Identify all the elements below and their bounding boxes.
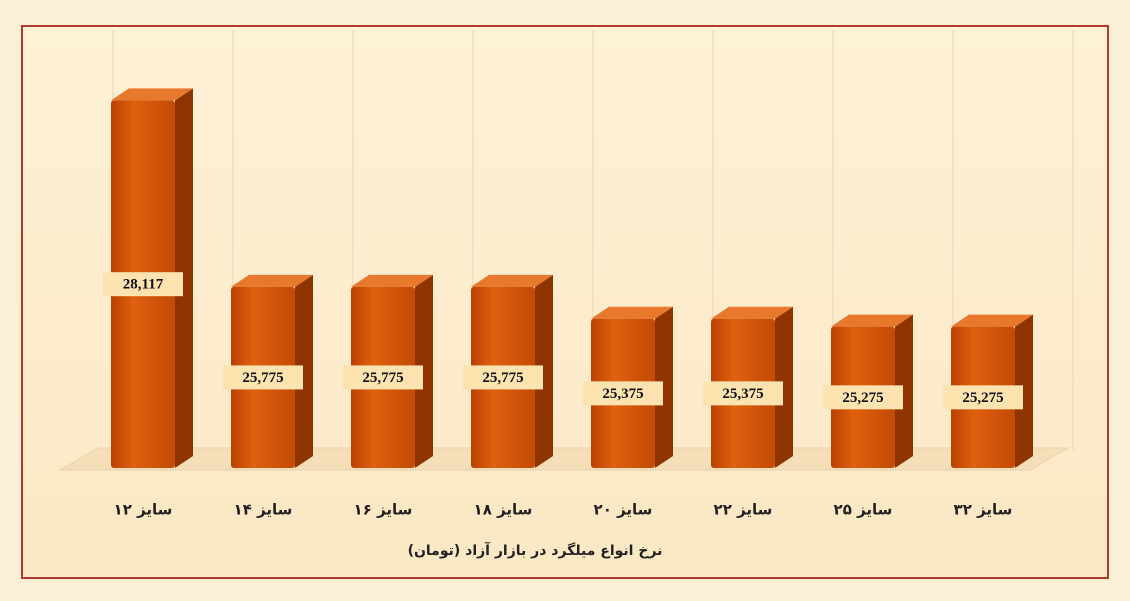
x-tick-label: سایز ۱۸: [474, 501, 533, 519]
value-label: 25,375: [602, 386, 643, 402]
value-label-box: [583, 381, 663, 406]
value-label: 25,775: [362, 370, 403, 386]
bar-side: [655, 306, 673, 468]
bar-side: [535, 274, 553, 468]
value-label-box: [103, 272, 183, 297]
bar-top: [831, 314, 913, 327]
bar-top: [951, 314, 1033, 327]
x-tick-label: سایز ۱۴: [234, 501, 293, 519]
value-label-box: [343, 365, 423, 390]
bar-group: 25,275: [943, 314, 1033, 468]
value-label: 25,375: [722, 386, 763, 402]
value-label: 25,775: [242, 370, 283, 386]
x-tick-label: سایز ۳۲: [954, 501, 1013, 519]
x-tick-label: سایز ۱۲: [114, 501, 173, 519]
bar-group: 25,275: [823, 314, 913, 468]
bar-side: [295, 274, 313, 468]
value-label: 28,117: [123, 277, 164, 293]
x-tick-label: سایز ۲۰: [594, 501, 653, 519]
bar-top: [351, 274, 433, 287]
bar-top: [471, 274, 553, 287]
bar-side: [775, 306, 793, 468]
bar-group: 25,775: [223, 274, 313, 468]
bar-top: [231, 274, 313, 287]
bar-side: [175, 88, 193, 468]
chart-title: نرخ انواع میلگرد در بازار آزاد (تومان): [408, 541, 663, 559]
bar-top: [591, 306, 673, 319]
x-tick-label: سایز ۲۵: [834, 501, 893, 519]
value-label: 25,275: [962, 390, 1003, 406]
bar-group: 25,375: [583, 306, 673, 468]
bar-group: 25,775: [343, 274, 433, 468]
bar-side: [1015, 314, 1033, 468]
floor: [58, 447, 1070, 471]
x-tick-label: سایز ۲۲: [714, 501, 773, 519]
x-tick-label: سایز ۱۶: [354, 501, 413, 519]
bar-group: 28,117: [103, 88, 193, 468]
chart-frame: [21, 25, 1109, 579]
value-label-box: [943, 385, 1023, 410]
value-label-box: [223, 365, 303, 390]
value-label: 25,775: [482, 370, 523, 386]
value-label: 25,275: [842, 390, 883, 406]
bar-group: 25,775: [463, 274, 553, 468]
value-label-box: [703, 381, 783, 406]
bar-group: 25,375: [703, 306, 793, 468]
value-label-box: [463, 365, 543, 390]
bar-side: [415, 274, 433, 468]
bar-top: [111, 88, 193, 101]
bar-top: [711, 306, 793, 319]
bars: 28,117 25,775 25,775 25,775 25,375 25,375 25,2…: [103, 88, 1033, 468]
value-label-box: [823, 385, 903, 410]
bar-side: [895, 314, 913, 468]
